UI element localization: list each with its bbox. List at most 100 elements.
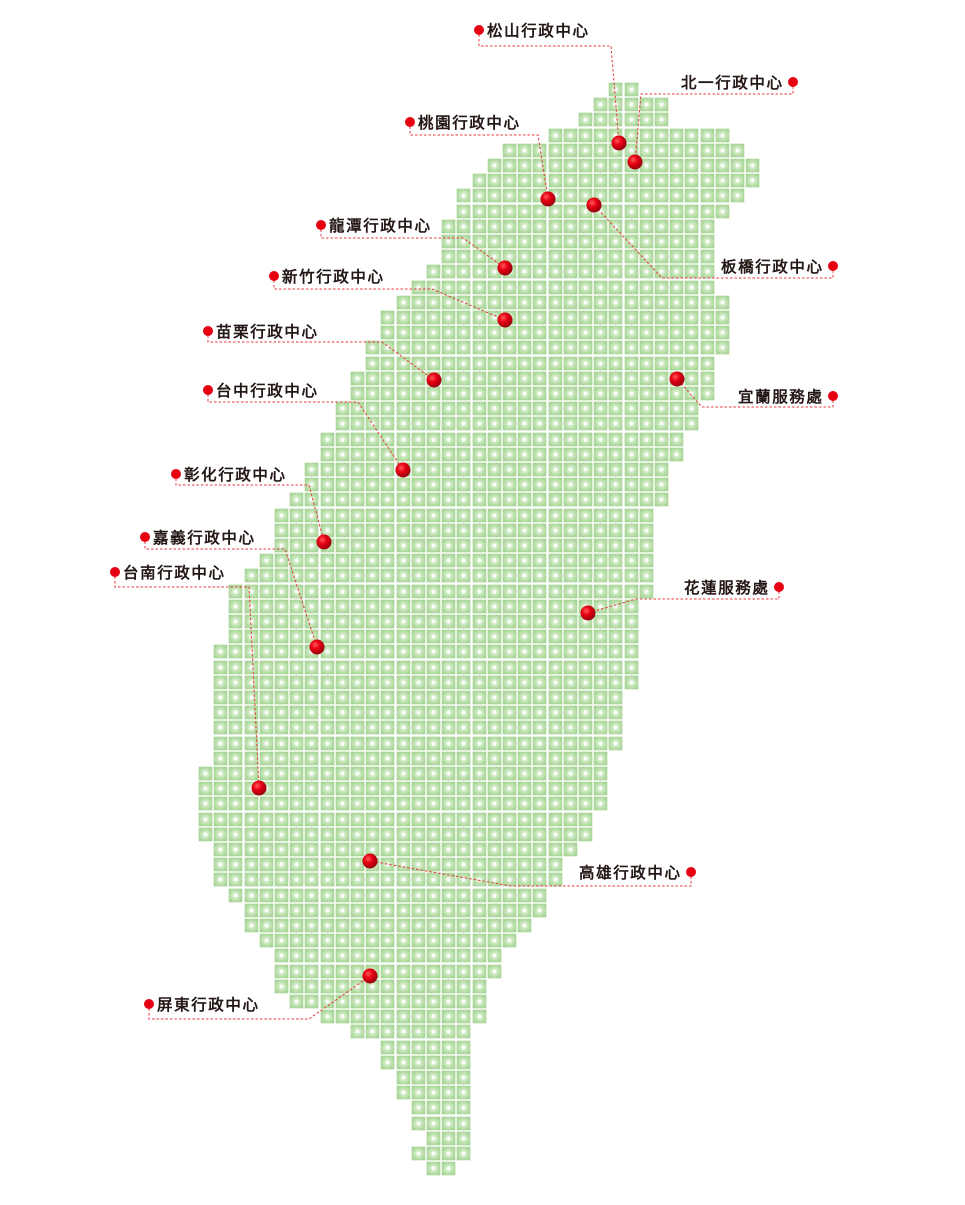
map-cell [609,174,623,188]
map-cell [487,523,501,537]
map-cell [670,326,684,340]
location-marker-icon[interactable] [586,197,602,213]
map-cell [472,265,486,279]
map-cell [442,554,456,568]
location-label: 台南行政中心 [123,564,226,582]
label-pin-icon [686,867,696,877]
map-cell [609,371,623,385]
map-cell [685,189,699,203]
map-cell [518,371,532,385]
map-cell [518,189,532,203]
location-marker-icon[interactable] [497,312,513,328]
location-label: 桃園行政中心 [418,114,521,132]
map-cell [579,128,592,142]
map-cell [442,250,456,264]
map-cell [594,341,608,355]
map-cell [518,265,532,279]
map-cell [411,417,425,431]
map-cell [533,159,547,172]
location-marker-icon[interactable] [669,371,685,387]
map-cell [533,387,547,400]
map-cell [472,204,486,218]
map-cell [655,295,668,309]
map-cell [518,493,532,507]
map-cell [700,143,714,157]
map-cell [594,295,608,309]
map-cell [427,417,440,431]
map-cell [609,417,623,431]
map-cell [639,128,653,142]
map-cell [533,417,547,431]
map-cell [579,265,592,279]
location-marker-icon[interactable] [426,372,442,388]
location-label: 台中行政中心 [216,382,319,400]
map-cell [335,447,349,461]
map-cell [579,387,592,400]
map-cell [624,295,638,309]
location-marker-icon[interactable] [580,605,596,621]
map-cell [533,493,547,507]
location-marker-icon[interactable] [395,462,411,478]
map-cell [487,341,501,355]
map-cell [579,539,592,552]
map-cell [533,478,547,492]
map-cell [503,204,516,218]
map-cell [563,371,577,385]
location-marker-icon[interactable] [362,968,378,984]
map-cell [655,311,668,324]
map-cell [609,554,623,568]
map-cell [579,113,592,127]
map-cell [548,295,562,309]
location-marker-icon[interactable] [362,853,378,869]
map-cell [624,463,638,476]
map-cell [457,189,471,203]
map-cell [518,159,532,172]
map-cell [503,493,516,507]
map-cell [700,159,714,172]
map-cell [487,387,501,400]
location-marker-icon[interactable] [540,191,556,207]
location-marker-icon[interactable] [611,135,627,151]
map-cell [396,341,410,355]
map-cell [670,356,684,370]
map-cell [518,417,532,431]
map-cell [472,219,486,233]
map-cell [518,326,532,340]
location-marker-icon[interactable] [309,639,325,655]
location-label: 板橋行政中心 [721,258,824,276]
map-cell [305,478,319,492]
map-cell [700,219,714,233]
map-cell [442,508,456,522]
map-cell [685,128,699,142]
map-cell [381,447,395,461]
map-cell [579,432,592,446]
leader-line [114,572,260,789]
map-cell [594,174,608,188]
map-cell [655,280,668,294]
map-cell [655,159,668,172]
map-cell [609,311,623,324]
map-cell [381,463,395,476]
map-cell [381,356,395,370]
location-marker-icon[interactable] [497,260,513,276]
map-cell [305,569,319,583]
map-cell [609,204,623,218]
map-cell [579,341,592,355]
map-cell [548,174,562,188]
map-cell [594,128,608,142]
location-marker-icon[interactable] [251,780,267,796]
map-cell [487,295,501,309]
location-marker-icon[interactable] [627,154,643,170]
map-cell [472,280,486,294]
location-marker-icon[interactable] [316,534,332,550]
map-cell [503,417,516,431]
map-cell [700,387,714,400]
map-cell [594,356,608,370]
map-cell [700,235,714,248]
label-pin-icon [203,385,213,395]
map-cell [366,554,380,568]
map-cell [396,326,410,340]
map-cell [700,371,714,385]
label-pin-icon [774,582,784,592]
map-cell [594,508,608,522]
